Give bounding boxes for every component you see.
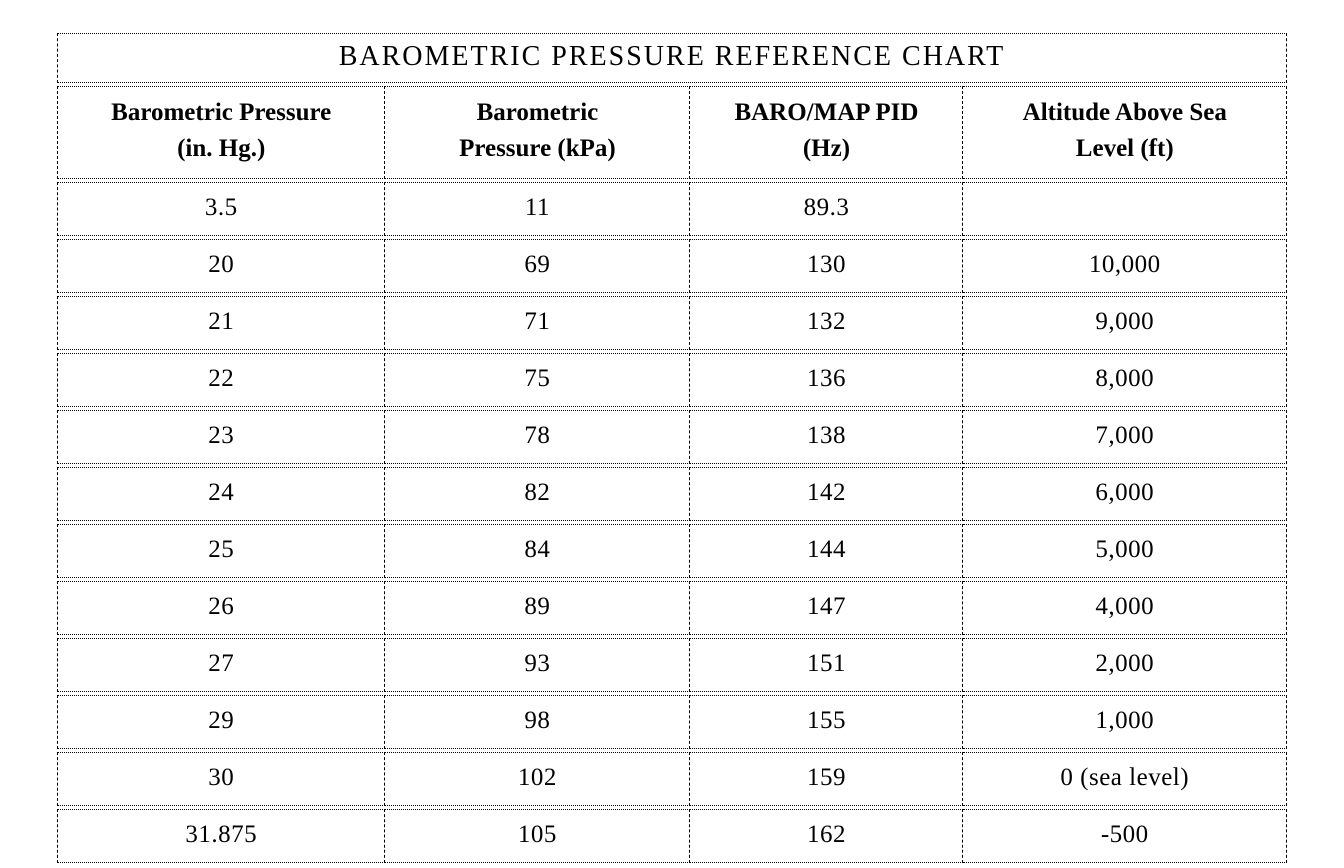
cell-pressure-kpa: 98 (385, 694, 691, 749)
cell-pressure-kpa: 11 (385, 181, 691, 236)
cell-altitude: 0 (sea level) (963, 751, 1287, 806)
table-row: 27 93 151 2,000 (57, 637, 1287, 692)
column-header-row: Barometric Pressure (in. Hg.) Barometric P… (57, 86, 1287, 179)
cell-pressure-inhg: 22 (57, 352, 386, 407)
header-line: (in. Hg.) (177, 135, 266, 163)
header-line: Barometric (476, 99, 599, 126)
cell-baro-map-pid: 130 (690, 238, 964, 293)
cell-pressure-kpa: 93 (385, 637, 691, 692)
column-header-baro-map-pid: BARO/MAP PID (Hz) (690, 86, 964, 179)
table-row: 21 71 132 9,000 (57, 295, 1287, 350)
cell-pressure-kpa: 69 (385, 238, 691, 293)
header-line: Altitude Above Sea (1022, 99, 1227, 126)
cell-pressure-kpa: 82 (385, 466, 691, 521)
cell-pressure-inhg: 31.875 (57, 808, 386, 863)
table-row: 3.5 11 89.3 (57, 181, 1287, 236)
cell-baro-map-pid: 162 (690, 808, 964, 863)
cell-baro-map-pid: 89.3 (690, 181, 964, 236)
cell-baro-map-pid: 155 (690, 694, 964, 749)
title-row: BAROMETRIC PRESSURE REFERENCE CHART (57, 33, 1287, 83)
cell-pressure-inhg: 29 (57, 694, 386, 749)
cell-pressure-inhg: 3.5 (57, 181, 386, 236)
cell-altitude: 8,000 (963, 352, 1287, 407)
cell-altitude: 6,000 (963, 466, 1287, 521)
cell-baro-map-pid: 142 (690, 466, 964, 521)
cell-altitude: 5,000 (963, 523, 1287, 578)
cell-baro-map-pid: 138 (690, 409, 964, 464)
header-line: BARO/MAP PID (734, 99, 919, 126)
cell-altitude: 7,000 (963, 409, 1287, 464)
column-header-pressure-inhg: Barometric Pressure (in. Hg.) (57, 86, 386, 179)
cell-pressure-kpa: 84 (385, 523, 691, 578)
cell-pressure-kpa: 89 (385, 580, 691, 635)
table-row: 24 82 142 6,000 (57, 466, 1287, 521)
barometric-pressure-reference-table: BAROMETRIC PRESSURE REFERENCE CHART Baro… (57, 30, 1287, 866)
table-row: 22 75 136 8,000 (57, 352, 1287, 407)
cell-pressure-kpa: 78 (385, 409, 691, 464)
cell-pressure-inhg: 24 (57, 466, 386, 521)
column-header-pressure-kpa: Barometric Pressure (kPa) (385, 86, 691, 179)
cell-baro-map-pid: 144 (690, 523, 964, 578)
cell-baro-map-pid: 132 (690, 295, 964, 350)
cell-baro-map-pid: 159 (690, 751, 964, 806)
table-row: 26 89 147 4,000 (57, 580, 1287, 635)
cell-pressure-inhg: 23 (57, 409, 386, 464)
cell-altitude: 2,000 (963, 637, 1287, 692)
table-row: 23 78 138 7,000 (57, 409, 1287, 464)
header-line: Level (ft) (1075, 135, 1174, 163)
cell-baro-map-pid: 136 (690, 352, 964, 407)
table-title: BAROMETRIC PRESSURE REFERENCE CHART (57, 33, 1287, 83)
cell-pressure-inhg: 25 (57, 523, 386, 578)
cell-pressure-kpa: 75 (385, 352, 691, 407)
cell-baro-map-pid: 151 (690, 637, 964, 692)
cell-pressure-inhg: 26 (57, 580, 386, 635)
cell-baro-map-pid: 147 (690, 580, 964, 635)
cell-pressure-kpa: 102 (385, 751, 691, 806)
cell-pressure-inhg: 20 (57, 238, 386, 293)
cell-altitude: 10,000 (963, 238, 1287, 293)
cell-altitude: -500 (963, 808, 1287, 863)
cell-altitude: 1,000 (963, 694, 1287, 749)
cell-altitude: 9,000 (963, 295, 1287, 350)
cell-pressure-inhg: 30 (57, 751, 386, 806)
cell-altitude: 4,000 (963, 580, 1287, 635)
cell-pressure-inhg: 27 (57, 637, 386, 692)
column-header-altitude: Altitude Above Sea Level (ft) (963, 86, 1287, 179)
header-line: (Hz) (802, 135, 851, 163)
table-row: 30 102 159 0 (sea level) (57, 751, 1287, 806)
table-row: 29 98 155 1,000 (57, 694, 1287, 749)
cell-altitude (963, 181, 1287, 236)
cell-pressure-kpa: 105 (385, 808, 691, 863)
cell-pressure-kpa: 71 (385, 295, 691, 350)
table-row: 25 84 144 5,000 (57, 523, 1287, 578)
table-row: 20 69 130 10,000 (57, 238, 1287, 293)
header-line: Barometric Pressure (111, 99, 332, 126)
table-row: 31.875 105 162 -500 (57, 808, 1287, 863)
cell-pressure-inhg: 21 (57, 295, 386, 350)
header-line: Pressure (kPa) (459, 135, 616, 163)
